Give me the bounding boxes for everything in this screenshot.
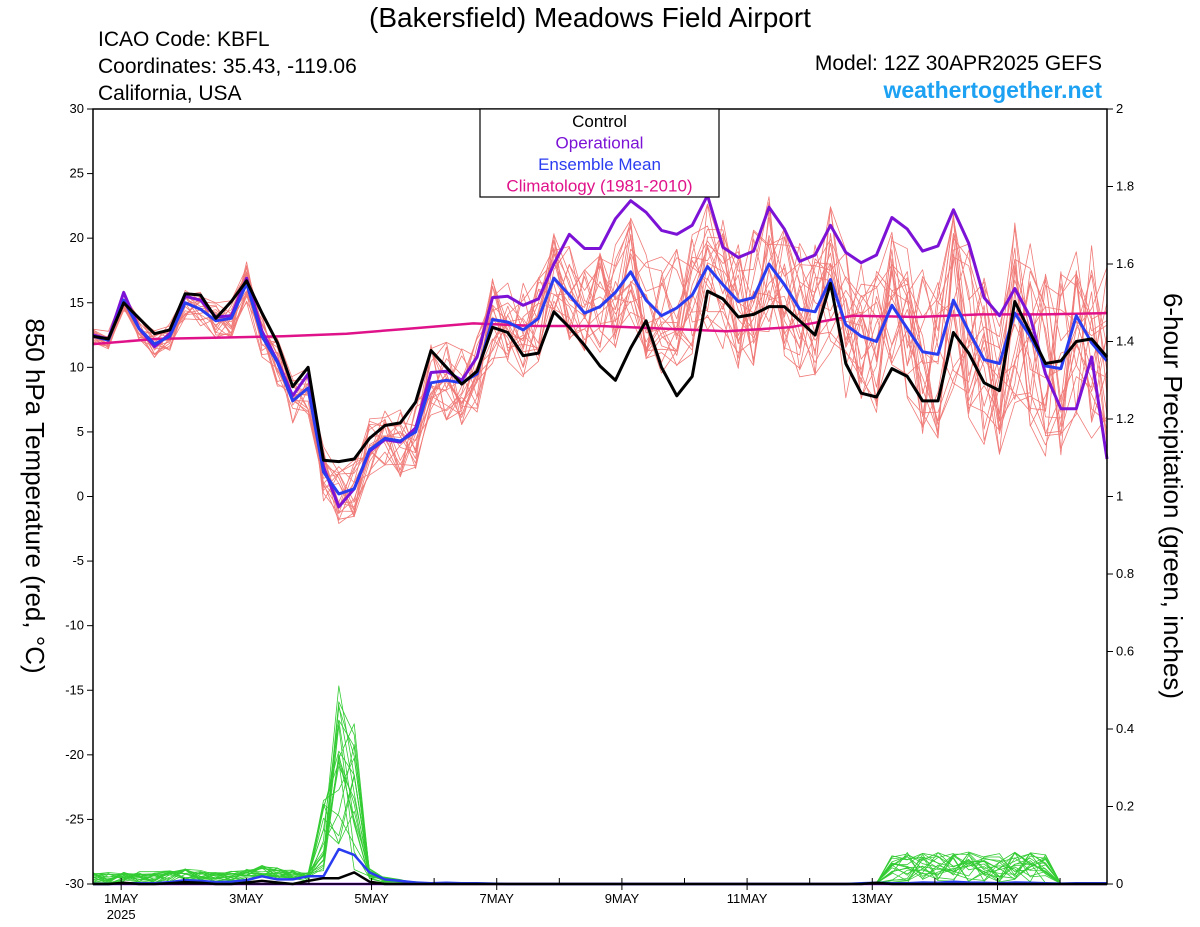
legend-item: Control	[572, 112, 627, 131]
region: California, USA	[98, 82, 242, 105]
x-tick-label: 11MAY	[727, 891, 768, 906]
precipitation-member-line	[92, 774, 1108, 885]
y-right-tick-label: 1.8	[1116, 179, 1134, 194]
y-right-tick-label: 1.2	[1116, 411, 1134, 426]
temperature-member-line	[92, 217, 1108, 503]
temperature-member-line	[92, 225, 1108, 479]
y-right-tick-label: 0.4	[1116, 721, 1134, 736]
axes: 302520151050-5-10-15-20-25-3021.81.61.41…	[65, 101, 1134, 922]
y-right-tick-label: 0.6	[1116, 644, 1134, 659]
y-left-tick-label: 30	[70, 101, 84, 116]
y-left-tick-label: -25	[65, 811, 84, 826]
precipitation-member-line	[92, 756, 1108, 885]
x-tick-label: 9MAY	[605, 891, 640, 906]
y-right-tick-label: 0	[1116, 876, 1123, 891]
y-right-tick-label: 2	[1116, 101, 1123, 116]
precipitation-ensemble-members	[92, 685, 1108, 885]
y-left-tick-label: -10	[65, 618, 84, 633]
precipitation-member-line	[92, 757, 1108, 885]
y-left-tick-label: 20	[70, 230, 84, 245]
temperature-operational-line	[92, 194, 1109, 509]
y-left-tick-label: 10	[70, 359, 84, 374]
temperature-member-line	[92, 237, 1108, 512]
x-tick-label: 15MAY	[977, 891, 1019, 906]
temperature-member-line	[92, 206, 1108, 474]
legend-item: Ensemble Mean	[538, 155, 661, 174]
icao-code: ICAO Code: KBFL	[98, 28, 270, 51]
legend-box	[479, 108, 720, 198]
y-axis-right-label: 6-hour Precipitation (green, inches)	[1158, 293, 1188, 699]
temperature-control-line	[92, 279, 1109, 464]
y-left-tick-label: -20	[65, 747, 84, 762]
precipitation-member-line	[93, 753, 1108, 885]
temperature-member-line	[92, 232, 1108, 514]
site-link[interactable]: weathertogether.net	[883, 77, 1102, 103]
y-left-tick-label: -30	[65, 876, 84, 891]
y-right-tick-label: 0.8	[1116, 566, 1134, 581]
y-left-tick-label: 0	[77, 489, 84, 504]
temperature-mean-line	[92, 262, 1109, 496]
temperature-member-line	[92, 219, 1108, 510]
y-left-tick-label: -5	[72, 553, 84, 568]
precipitation-member-line	[92, 704, 1108, 885]
legend-item: Operational	[556, 134, 644, 153]
y-right-tick-label: 1	[1116, 489, 1123, 504]
coordinates: Coordinates: 35.43, -119.06	[98, 55, 357, 78]
temperature-member-line	[92, 204, 1108, 521]
x-tick-label: 7MAY	[480, 891, 515, 906]
x-tick-label: 1MAY	[104, 891, 139, 906]
temperature-member-line	[92, 217, 1108, 508]
y-left-tick-label: 5	[77, 424, 84, 439]
model-run: Model: 12Z 30APR2025 GEFS	[814, 52, 1102, 75]
y-left-tick-label: 25	[70, 166, 84, 181]
x-tick-label: 13MAY	[851, 891, 893, 906]
climatology-line	[92, 311, 1108, 346]
y-left-tick-label: 15	[70, 295, 84, 310]
y-right-tick-label: 0.2	[1116, 799, 1134, 814]
legend-item: Climatology (1981-2010)	[506, 177, 692, 196]
x-tick-label: 5MAY	[354, 891, 389, 906]
y-axis-left-label: 850 hPa Temperature (red, °C)	[20, 318, 50, 673]
y-left-tick-label: -15	[65, 682, 84, 697]
y-right-tick-label: 1.6	[1116, 256, 1134, 271]
x-tick-label: 3MAY	[229, 891, 264, 906]
precipitation-member-line	[92, 744, 1108, 885]
legend: Control Operational Ensemble Mean Climatolo…	[479, 108, 720, 198]
y-right-tick-label: 1.4	[1116, 334, 1134, 349]
chart-title: (Bakersfield) Meadows Field Airport	[369, 2, 811, 33]
precipitation-member-line	[92, 750, 1108, 885]
x-tick-sublabel: 2025	[107, 907, 136, 922]
